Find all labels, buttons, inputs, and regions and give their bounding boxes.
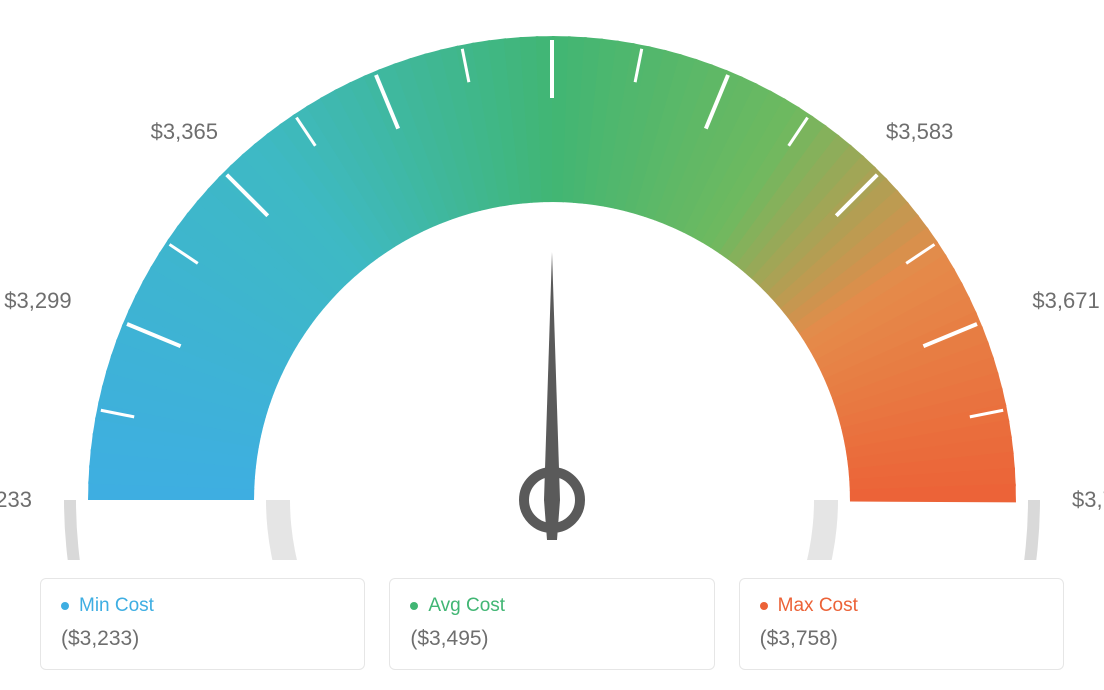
avg-cost-value: ($3,495)	[410, 627, 693, 651]
gauge-scale-label: $3,299	[4, 288, 71, 314]
summary-cards: Min Cost ($3,233) Avg Cost ($3,495) Max …	[40, 578, 1064, 670]
gauge-scale-label: $3,758	[1072, 487, 1104, 513]
max-cost-value: ($3,758)	[760, 627, 1043, 651]
min-cost-card: Min Cost ($3,233)	[40, 578, 365, 670]
gauge-scale-label: $3,671	[1032, 288, 1099, 314]
cost-gauge-widget: $3,233$3,299$3,365$3,495$3,583$3,671$3,7…	[0, 0, 1104, 690]
dot-icon	[760, 602, 768, 610]
avg-cost-card: Avg Cost ($3,495)	[389, 578, 714, 670]
gauge-scale-label: $3,365	[151, 119, 218, 145]
max-cost-label: Max Cost	[778, 595, 858, 617]
gauge-chart	[0, 0, 1104, 560]
dot-icon	[61, 602, 69, 610]
gauge-scale-label: $3,233	[0, 487, 32, 513]
avg-cost-label: Avg Cost	[428, 595, 505, 617]
min-cost-label: Min Cost	[79, 595, 154, 617]
dot-icon	[410, 602, 418, 610]
gauge-scale-label: $3,583	[886, 119, 953, 145]
min-cost-value: ($3,233)	[61, 627, 344, 651]
max-cost-card: Max Cost ($3,758)	[739, 578, 1064, 670]
